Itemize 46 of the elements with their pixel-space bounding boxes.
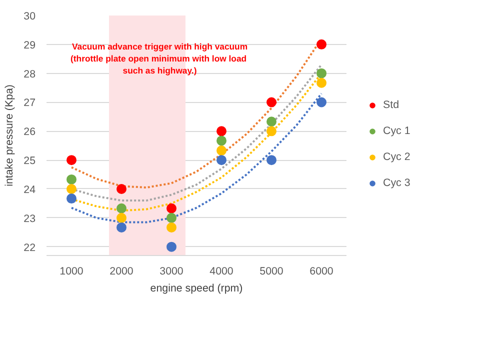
legend-label: Cyc 2 — [383, 151, 410, 163]
x-tick-label: 4000 — [210, 266, 234, 278]
point — [266, 155, 276, 166]
point — [166, 212, 176, 223]
x-tick-label: 6000 — [310, 266, 334, 278]
point — [316, 68, 326, 78]
point — [116, 212, 126, 223]
point — [216, 136, 226, 146]
x-tick-label: 5000 — [260, 266, 284, 278]
point — [316, 78, 326, 88]
legend-label: Cyc 1 — [383, 125, 410, 137]
point — [66, 155, 76, 166]
x-axis-title: engine speed (rpm) — [150, 282, 243, 294]
y-tick-label: 23 — [24, 212, 36, 225]
band-label: Vacuum advance trigger with high vacuum (throttle plate open minimum with low load such as highway.) — [70, 42, 248, 76]
point — [266, 97, 276, 108]
y-tick-label: 28 — [24, 68, 36, 80]
point — [116, 222, 126, 232]
point — [66, 184, 76, 194]
x-tick-label: 3000 — [160, 266, 184, 278]
y-tick-label: 25 — [24, 155, 36, 168]
point — [266, 126, 276, 136]
y-tick-label: 29 — [24, 39, 36, 52]
point — [116, 203, 126, 214]
point — [66, 174, 76, 184]
x-tick-label: 1000 — [60, 266, 84, 278]
legend-label: Cyc 3 — [383, 177, 410, 189]
point — [216, 126, 226, 136]
legend-label: Std — [383, 99, 400, 111]
point — [216, 146, 226, 156]
point — [316, 97, 326, 108]
point — [316, 39, 326, 50]
y-tick-label: 26 — [24, 126, 36, 138]
y-tick-label: 30 — [24, 10, 36, 22]
point — [166, 222, 176, 232]
point — [166, 242, 176, 252]
y-tick-label: 22 — [24, 242, 36, 254]
point — [166, 203, 176, 214]
point — [66, 194, 76, 204]
y-tick-label: 24 — [24, 184, 36, 196]
y-axis-title: intake pressure (Kpa) — [4, 84, 16, 186]
y-tick-label: 27 — [24, 97, 36, 110]
point — [216, 155, 226, 166]
x-tick-label: 2000 — [110, 266, 134, 278]
point — [116, 184, 126, 194]
point — [266, 116, 276, 127]
